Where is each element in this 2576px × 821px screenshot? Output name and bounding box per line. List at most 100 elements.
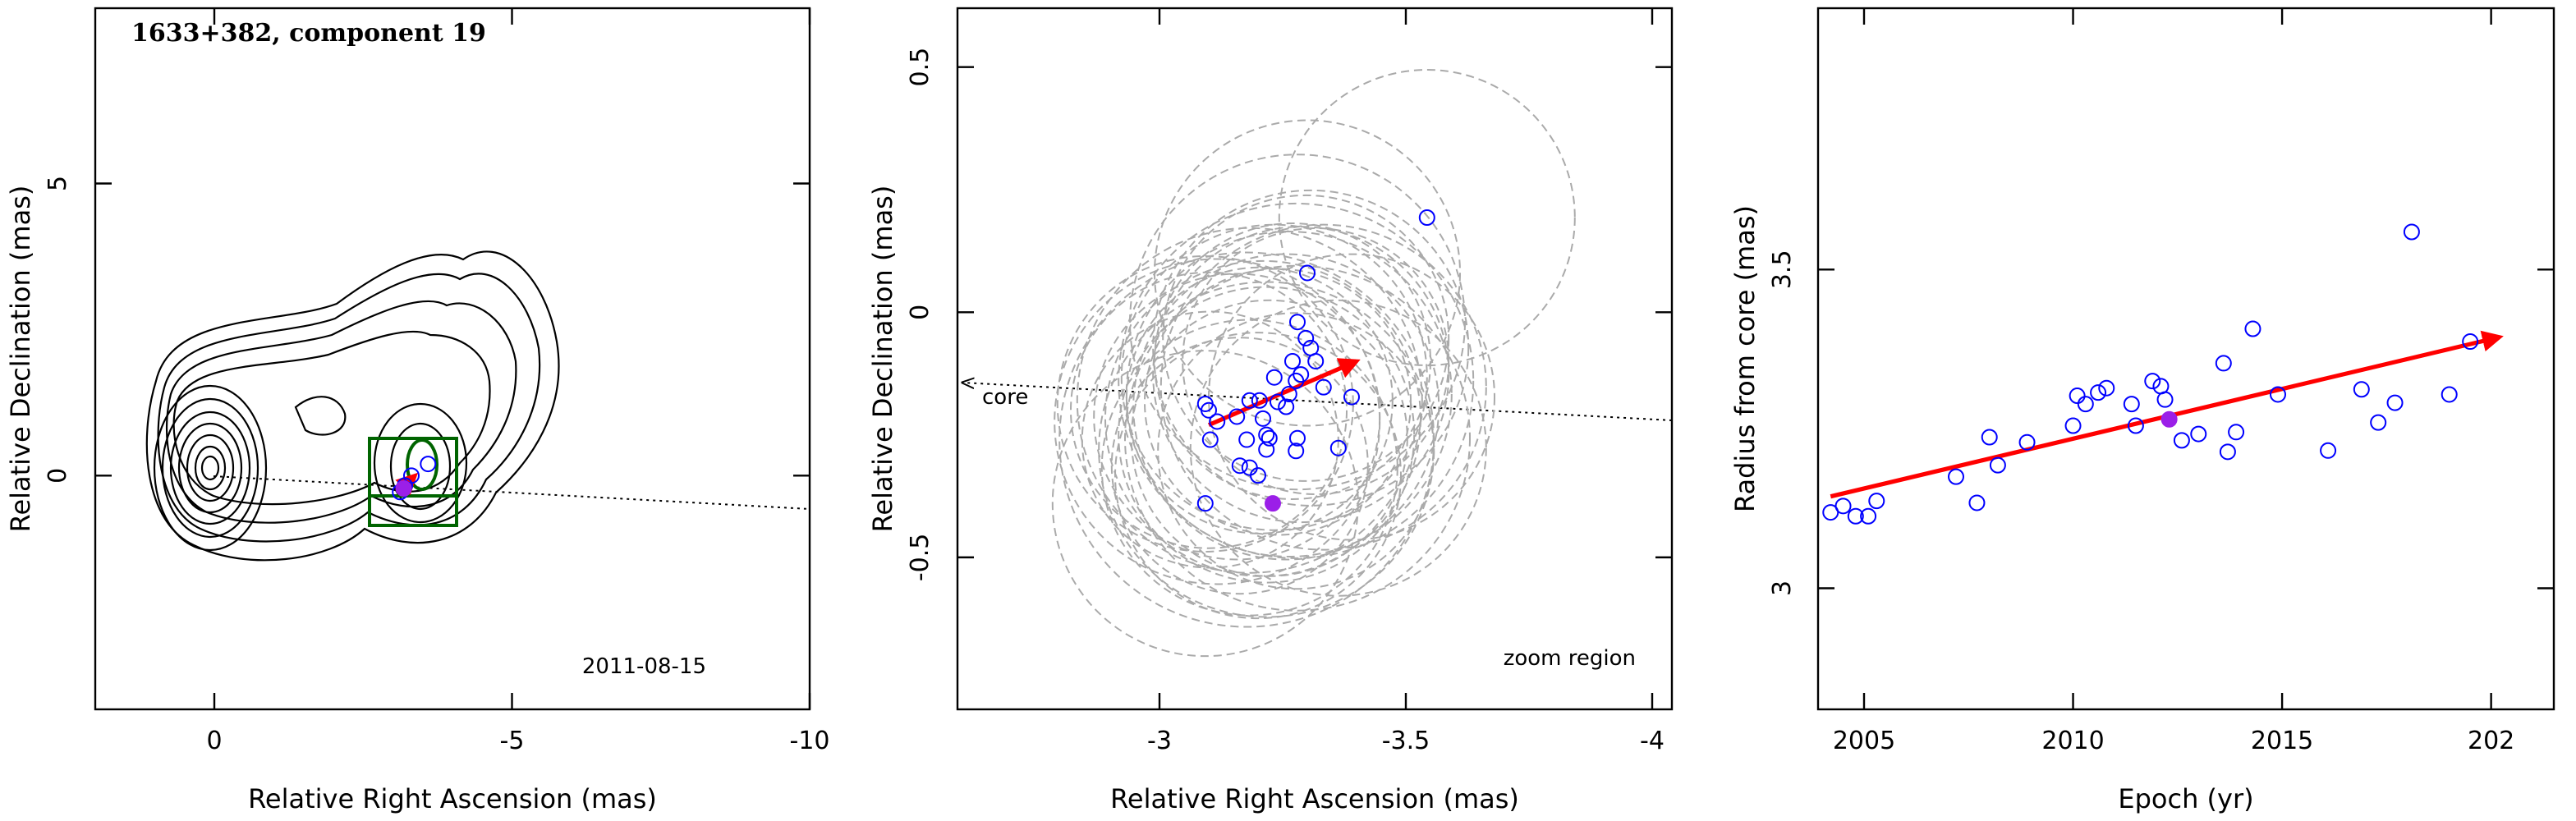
data-point [1238, 431, 1256, 448]
size-circle [1182, 227, 1450, 495]
axes-frame [94, 7, 811, 711]
data-point [2127, 417, 2144, 434]
size-circle [1124, 264, 1471, 612]
y-tick-label: 3 [1768, 580, 1797, 596]
data-point [2190, 425, 2207, 443]
size-circle [1058, 251, 1435, 628]
contour [169, 410, 251, 525]
contour [161, 397, 259, 539]
data-point [2152, 378, 2170, 395]
data-point [1231, 457, 1248, 475]
data-point [2090, 384, 2107, 401]
data-point [1968, 494, 1986, 511]
data-point [1297, 329, 1315, 346]
contour [200, 455, 220, 481]
x-tick-label: -5 [500, 727, 525, 755]
contour-map [145, 250, 810, 562]
data-point [1201, 431, 1219, 448]
data-point [2386, 394, 2404, 411]
size-circle [1154, 119, 1461, 427]
contour [194, 445, 227, 491]
contour [294, 396, 347, 436]
size-circle [1114, 332, 1402, 620]
x-tick-label: 202 [2468, 727, 2514, 755]
x-tick-label: -10 [790, 727, 830, 755]
x-axis-label: Relative Right Ascension (mas) [1110, 783, 1519, 814]
size-circle [1159, 223, 1487, 551]
data-point [2244, 320, 2261, 337]
y-tick-label: 0 [906, 305, 934, 320]
data-point [1250, 467, 1266, 484]
data-point [1265, 369, 1283, 386]
y-axis-label: Relative Declination (mas) [867, 186, 898, 533]
data-point [1860, 507, 1877, 525]
size-circle [1129, 154, 1466, 491]
size-circle [1093, 273, 1381, 561]
data-point [1284, 352, 1301, 369]
data-point [2123, 396, 2140, 413]
x-tick-label: 2015 [2251, 727, 2313, 755]
data-point [2462, 333, 2479, 351]
axes-frame [1816, 7, 2555, 711]
data-point [2069, 388, 2086, 405]
core-direction [962, 383, 1672, 421]
data-point [1299, 264, 1316, 282]
x-axis-label: Epoch (yr) [2118, 783, 2253, 814]
data-point [2215, 355, 2232, 372]
plot-area [392, 456, 437, 501]
size-circle [1076, 227, 1423, 574]
chart-title: 1633+382, component 19 [131, 19, 486, 48]
size-circle [1125, 230, 1453, 557]
y-tick-label: -0.5 [906, 534, 934, 582]
data-point [2403, 223, 2420, 241]
data-point [1289, 314, 1306, 331]
size-circle [1144, 268, 1412, 536]
annotation: zoom region [1504, 646, 1636, 671]
highlight-point [395, 479, 412, 497]
size-circle [1154, 222, 1431, 500]
data-point [1315, 378, 1332, 396]
data-point [420, 456, 437, 473]
data-point [1834, 498, 1852, 515]
data-point [1989, 456, 2006, 474]
contour [172, 330, 491, 506]
data-point [2077, 396, 2094, 413]
trend-arrow [1207, 358, 1361, 428]
core-line [962, 383, 1672, 421]
data-point [1343, 388, 1360, 406]
size-circle [1118, 202, 1475, 559]
contour [373, 402, 468, 524]
y-axis-label: Radius from core (mas) [1729, 205, 1761, 512]
x-tick-label: 2005 [1833, 727, 1895, 755]
data-point [1278, 398, 1295, 415]
data-point [1329, 439, 1347, 456]
data-point [2156, 391, 2174, 408]
size-circle [1110, 337, 1369, 595]
size-circle [1152, 189, 1470, 507]
y-tick-label: 0.5 [906, 48, 934, 87]
annotation: 2011-08-15 [582, 654, 706, 679]
data-point [1228, 408, 1246, 425]
size-circle [1189, 299, 1487, 597]
y-axis-label: Relative Declination (mas) [5, 186, 36, 533]
data-point [1293, 366, 1310, 383]
x-tick-label: -3.5 [1382, 727, 1430, 755]
highlight-point [1265, 495, 1281, 512]
contour [186, 433, 235, 502]
size-circle [1118, 286, 1416, 584]
data-point [1258, 441, 1275, 458]
contour [389, 422, 452, 511]
x-tick-label: 0 [206, 727, 222, 755]
y-tick-label: 0 [44, 468, 72, 484]
x-axis-label: Relative Right Ascension (mas) [248, 783, 657, 814]
y-tick-label: 3.5 [1768, 250, 1797, 289]
size-circle [1157, 312, 1435, 590]
data-point [2098, 379, 2115, 397]
data-point [2370, 414, 2387, 431]
data-point [1260, 429, 1278, 447]
data-point [1847, 507, 1864, 525]
data-point [1255, 410, 1271, 427]
data-point [2018, 433, 2036, 451]
y-tick-label: 5 [44, 176, 72, 191]
